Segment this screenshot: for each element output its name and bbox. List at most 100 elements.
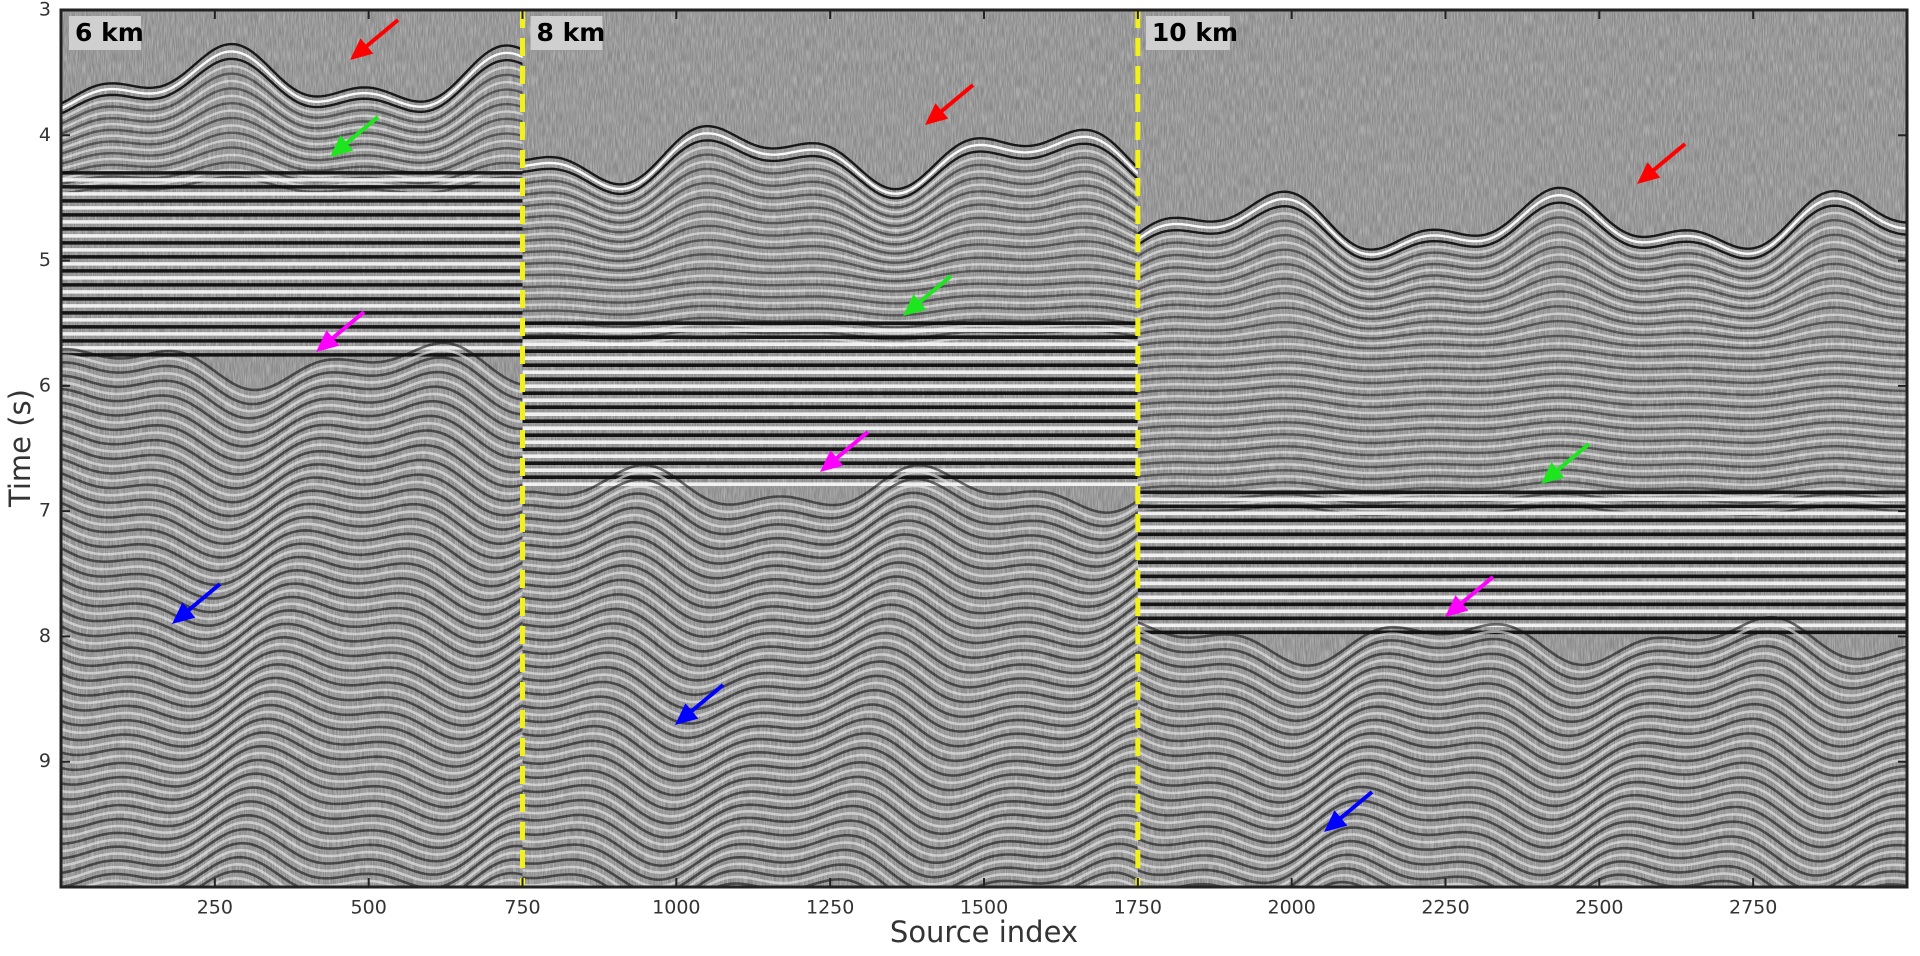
- deep-reflector: [61, 568, 523, 616]
- deep-reflector: [61, 428, 523, 476]
- reflector: [522, 253, 1138, 274]
- deep-reflector: [61, 821, 523, 870]
- deep-reflector: [522, 582, 1138, 631]
- deep-reflector: [522, 715, 1138, 768]
- deep-reflector: [61, 800, 523, 849]
- deep-reflector: [61, 370, 523, 420]
- panel-label-bg: [69, 16, 141, 50]
- reflector: [522, 196, 1138, 237]
- deep-reflector: [61, 663, 523, 714]
- deep-reflector: [61, 385, 523, 434]
- reflector: [1137, 408, 1908, 421]
- deep-reflector: [61, 615, 523, 665]
- deep-reflector: [522, 835, 1138, 887]
- deep-reflector: [61, 731, 523, 782]
- deep-reflector: [61, 542, 523, 588]
- deep-reflector: [522, 519, 1138, 568]
- deep-reflector: [61, 529, 523, 574]
- deep-reflector: [61, 683, 523, 734]
- deep-reflector: [522, 709, 1138, 761]
- deep-reflector: [522, 736, 1138, 790]
- reflector: [61, 124, 523, 160]
- deep-reflector: [61, 464, 523, 511]
- deep-reflector: [1137, 765, 1908, 815]
- deep-reflector: [522, 806, 1138, 861]
- deep-reflector: [522, 603, 1138, 653]
- reflector: [1137, 201, 1908, 261]
- reflector: [1137, 474, 1908, 487]
- deep-reflector: [522, 463, 1138, 515]
- arrow-head: [675, 703, 699, 725]
- deep-reflector: [61, 642, 523, 693]
- deep-reflector: [61, 595, 523, 644]
- deep-reflector: [522, 477, 1138, 528]
- x-tick-label: 2500: [1575, 897, 1623, 919]
- annotation-arrow: [1648, 142, 1687, 176]
- reflector: [61, 168, 523, 191]
- reflector: [1137, 426, 1908, 439]
- deep-reflector: [522, 828, 1138, 882]
- deep-reflector: [61, 609, 523, 658]
- reflector: [522, 267, 1138, 283]
- reflector: [522, 310, 1138, 323]
- reflector: [1137, 253, 1908, 296]
- arrow-head: [903, 294, 927, 316]
- deep-reflector: [1137, 637, 1908, 688]
- deep-reflector: [522, 624, 1138, 675]
- deep-reflector: [1137, 702, 1908, 752]
- deep-reflector: [522, 547, 1138, 595]
- deep-reflector: [522, 814, 1138, 868]
- seismic-panel: 8 km: [522, 10, 1138, 887]
- reflector: [1137, 456, 1908, 469]
- deep-reflector: [522, 729, 1138, 783]
- deep-reflector: [61, 690, 523, 741]
- x-tick-label: 750: [504, 897, 540, 919]
- deep-reflector: [61, 392, 523, 441]
- reflector: [1137, 462, 1908, 475]
- arrow-head: [316, 330, 340, 352]
- deep-reflector: [61, 717, 523, 768]
- deep-reflector: [61, 656, 523, 707]
- deep-reflector: [522, 750, 1138, 804]
- arrow-head: [1324, 810, 1348, 832]
- x-tick-label: 1750: [1114, 897, 1162, 919]
- deep-reflector: [61, 377, 523, 427]
- deep-reflector: [1137, 738, 1908, 787]
- deep-reflector: [61, 450, 523, 497]
- reflector: [1137, 372, 1908, 385]
- reflector: [522, 286, 1138, 299]
- deep-reflector: [61, 457, 523, 504]
- deep-reflector: [1137, 680, 1908, 731]
- reflector: [61, 65, 523, 120]
- deep-reflector: [522, 596, 1138, 646]
- annotation-arrow: [341, 115, 380, 149]
- reflector: [522, 188, 1138, 232]
- arrow-head: [1445, 595, 1469, 617]
- deep-reflector: [522, 695, 1138, 747]
- deep-reflector: [522, 722, 1138, 776]
- deep-reflector: [522, 778, 1138, 832]
- deep-reflector: [61, 356, 523, 406]
- x-tick-label: 500: [351, 897, 387, 919]
- deep-reflector: [61, 471, 523, 518]
- deep-reflector: [61, 786, 523, 836]
- deep-reflector: [522, 674, 1138, 725]
- deep-reflector: [61, 407, 523, 455]
- deep-reflector: [61, 751, 523, 802]
- x-tick-label: 1500: [960, 897, 1008, 919]
- reflector: [1137, 444, 1908, 457]
- reflector: [61, 109, 523, 150]
- reflector: [522, 292, 1138, 305]
- reflector: [1137, 420, 1908, 433]
- reflector: [61, 146, 523, 176]
- deep-reflector: [61, 493, 523, 539]
- deep-reflector: [522, 681, 1138, 733]
- reflector: [1137, 275, 1908, 310]
- reflector: [1137, 223, 1908, 276]
- deep-reflector: [61, 555, 523, 602]
- reflector: [522, 146, 1138, 205]
- reflector: [522, 298, 1138, 311]
- panel-label-bg: [1145, 16, 1230, 50]
